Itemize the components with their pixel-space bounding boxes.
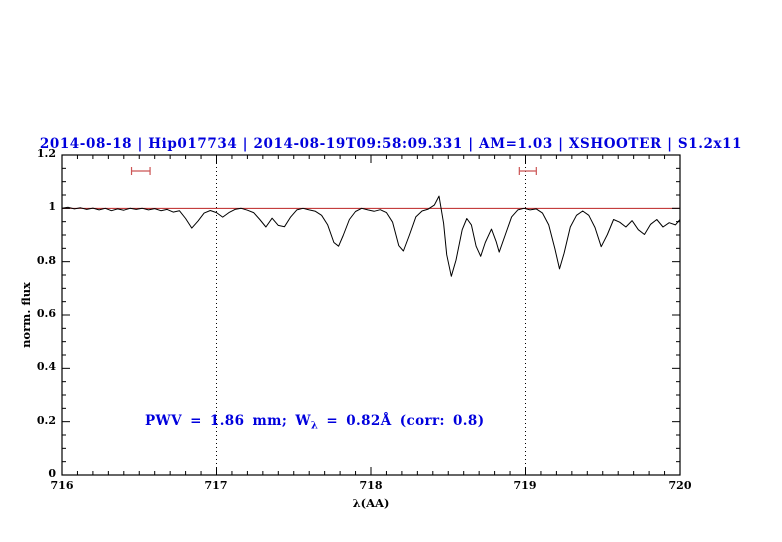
x-tick-label-719: 719 (513, 479, 537, 492)
dotted-gridlines (216, 155, 526, 475)
pwv-annotation: PWV = 1.86 mm; Wλ = 0.82Å (corr: 0.8) (145, 413, 485, 432)
y-tick-label-02: 0.2 (36, 414, 56, 427)
x-tick-label-716: 716 (50, 479, 74, 492)
y-tick-label-0: 0 (48, 467, 56, 480)
range-markers (130, 167, 537, 175)
plot-border (61, 154, 681, 476)
pwv-annotation-sub: λ (310, 420, 319, 432)
x-tick-label-717: 717 (204, 479, 228, 492)
y-tick-label-04: 0.4 (36, 360, 56, 373)
spectrum-line (61, 195, 681, 277)
y-tick-label-06: 0.6 (36, 307, 56, 320)
y-tick-label-08: 0.8 (36, 254, 56, 267)
x-axis-label: λ(AA) (352, 496, 390, 510)
plot-title: 2014-08-18 | Hip017734 | 2014-08-19T09:5… (39, 136, 743, 152)
y-tick-label-12: 1.2 (36, 147, 56, 160)
pwv-annotation-post: = 0.82Å (corr: 0.8) (318, 413, 485, 429)
x-tick-label-720: 720 (668, 479, 692, 492)
y-axis-label: norm. flux (19, 282, 33, 348)
x-tick-label-718: 718 (359, 479, 383, 492)
y-tick-label-1: 1 (48, 200, 56, 213)
pwv-annotation-pre: PWV = 1.86 mm; W (145, 413, 311, 429)
